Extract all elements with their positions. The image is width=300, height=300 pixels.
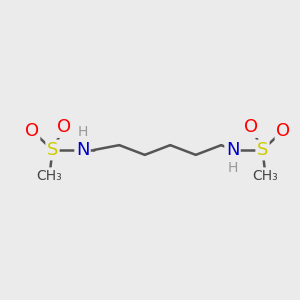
- Text: O: O: [57, 118, 71, 136]
- Text: O: O: [244, 118, 258, 136]
- Text: H: H: [227, 161, 238, 175]
- Text: H: H: [77, 125, 88, 139]
- Text: N: N: [76, 141, 89, 159]
- Text: S: S: [257, 141, 268, 159]
- Text: O: O: [25, 122, 39, 140]
- Text: O: O: [276, 122, 290, 140]
- Text: CH₃: CH₃: [37, 169, 62, 182]
- Text: N: N: [226, 141, 239, 159]
- Text: S: S: [47, 141, 58, 159]
- Text: CH₃: CH₃: [253, 169, 278, 182]
